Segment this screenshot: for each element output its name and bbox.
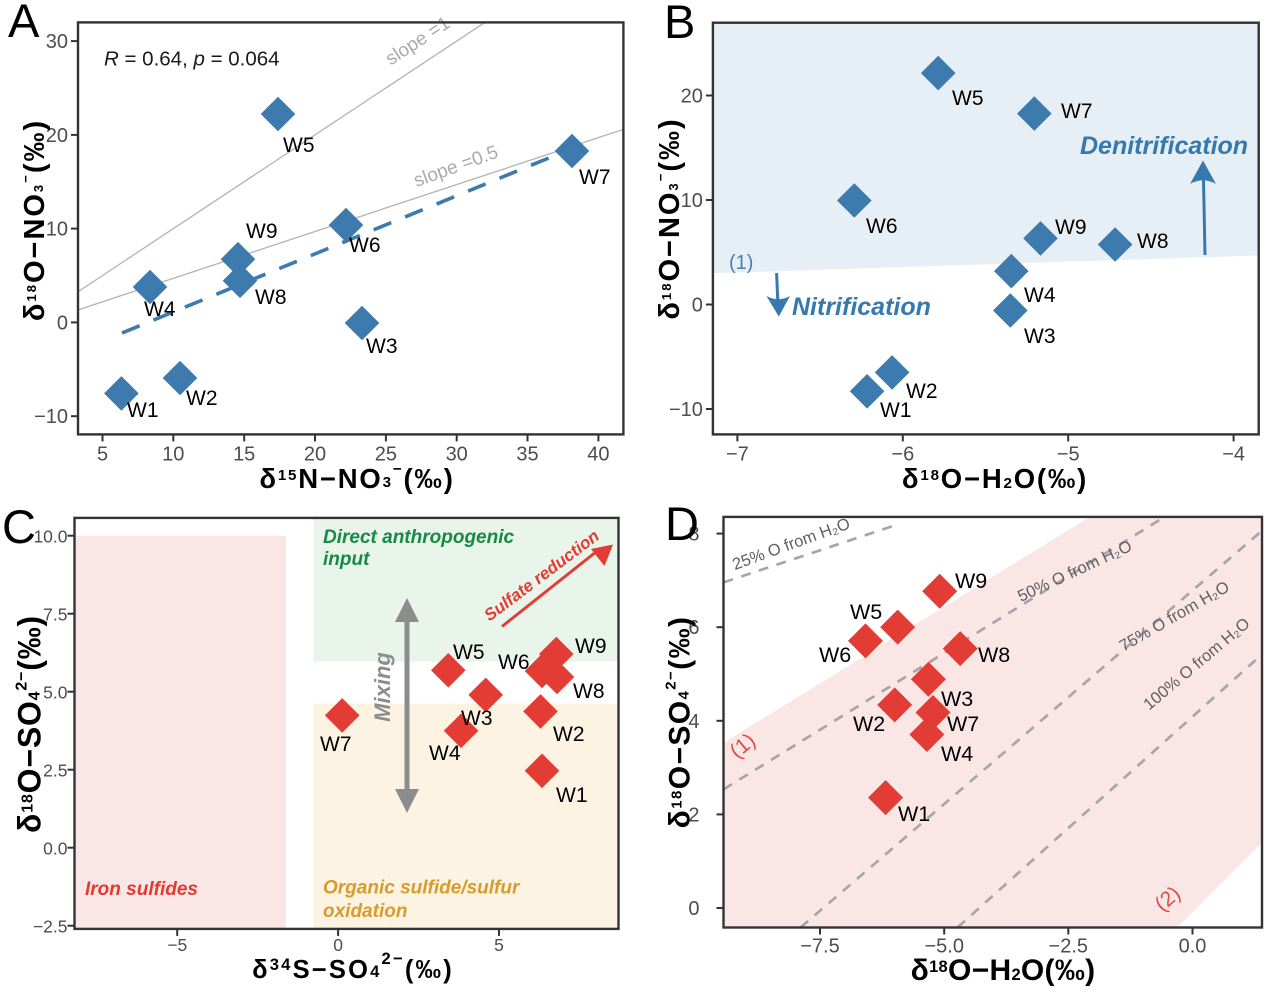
svg-text:D: D bbox=[665, 497, 699, 550]
svg-text:W3: W3 bbox=[461, 707, 493, 730]
svg-text:−7.5: −7.5 bbox=[800, 936, 839, 958]
svg-text:30: 30 bbox=[446, 443, 468, 465]
svg-text:40: 40 bbox=[587, 443, 609, 465]
svg-text:Nitrification: Nitrification bbox=[792, 293, 931, 321]
svg-text:Denitrification: Denitrification bbox=[1080, 132, 1248, 160]
svg-text:0.0: 0.0 bbox=[43, 839, 68, 859]
svg-text:W7: W7 bbox=[579, 166, 611, 189]
svg-text:input: input bbox=[323, 549, 370, 570]
svg-text:W4: W4 bbox=[941, 742, 973, 766]
svg-text:W8: W8 bbox=[255, 286, 287, 309]
svg-text:W3: W3 bbox=[1024, 325, 1056, 348]
svg-text:A: A bbox=[8, 0, 40, 47]
svg-text:7.5: 7.5 bbox=[43, 605, 67, 625]
svg-text:(1): (1) bbox=[729, 252, 753, 274]
svg-text:−5: −5 bbox=[167, 935, 187, 955]
svg-text:W9: W9 bbox=[955, 569, 987, 593]
svg-text:W9: W9 bbox=[246, 220, 278, 243]
svg-text:W1: W1 bbox=[127, 399, 159, 422]
svg-text:oxidation: oxidation bbox=[323, 901, 407, 922]
svg-text:20: 20 bbox=[46, 125, 68, 147]
svg-text:W7: W7 bbox=[320, 733, 352, 756]
svg-text:5: 5 bbox=[97, 443, 108, 465]
svg-text:10: 10 bbox=[681, 190, 703, 212]
svg-text:W9: W9 bbox=[1055, 216, 1087, 239]
svg-text:W6: W6 bbox=[866, 215, 898, 238]
svg-text:−2.5: −2.5 bbox=[33, 917, 68, 937]
svg-text:W4: W4 bbox=[144, 298, 176, 321]
svg-text:W1: W1 bbox=[556, 784, 588, 807]
svg-text:10: 10 bbox=[162, 443, 184, 465]
svg-text:4: 4 bbox=[688, 711, 699, 733]
svg-text:−2.5: −2.5 bbox=[1049, 936, 1088, 958]
svg-text:−7: −7 bbox=[726, 443, 749, 465]
svg-text:B: B bbox=[664, 0, 695, 48]
svg-text:0.0: 0.0 bbox=[1179, 936, 1207, 958]
svg-text:C: C bbox=[2, 500, 36, 553]
svg-text:2: 2 bbox=[688, 804, 699, 826]
svg-text:10: 10 bbox=[46, 219, 68, 241]
svg-text:W8: W8 bbox=[1137, 230, 1169, 253]
svg-text:W6: W6 bbox=[498, 651, 530, 674]
svg-text:W7: W7 bbox=[947, 712, 979, 736]
svg-text:−10: −10 bbox=[669, 399, 703, 421]
svg-text:R = 0.64, p = 0.064: R = 0.64, p = 0.064 bbox=[104, 48, 280, 71]
svg-text:−6: −6 bbox=[891, 443, 914, 465]
svg-text:Direct anthropogenic: Direct anthropogenic bbox=[323, 527, 515, 548]
svg-text:20: 20 bbox=[681, 86, 703, 108]
svg-text:10.0: 10.0 bbox=[33, 527, 67, 547]
svg-text:W5: W5 bbox=[850, 600, 882, 624]
svg-text:0: 0 bbox=[692, 295, 703, 317]
svg-text:Mixing: Mixing bbox=[370, 652, 395, 722]
svg-text:25: 25 bbox=[375, 443, 397, 465]
svg-text:W8: W8 bbox=[978, 643, 1010, 667]
svg-text:W2: W2 bbox=[906, 380, 938, 403]
svg-text:Organic sulfide/sulfur: Organic sulfide/sulfur bbox=[323, 878, 521, 899]
svg-text:W7: W7 bbox=[1061, 100, 1093, 123]
svg-text:W4: W4 bbox=[429, 742, 461, 765]
svg-text:W1: W1 bbox=[880, 399, 912, 422]
svg-text:8: 8 bbox=[688, 524, 699, 546]
svg-text:0: 0 bbox=[688, 898, 699, 920]
svg-text:W2: W2 bbox=[853, 712, 885, 736]
svg-text:W8: W8 bbox=[573, 680, 605, 703]
svg-text:W2: W2 bbox=[186, 387, 218, 410]
svg-text:0: 0 bbox=[333, 935, 343, 955]
svg-text:W3: W3 bbox=[366, 335, 398, 358]
svg-text:W5: W5 bbox=[952, 87, 984, 110]
svg-text:5: 5 bbox=[494, 935, 504, 955]
svg-text:W5: W5 bbox=[453, 641, 485, 664]
svg-text:0: 0 bbox=[57, 312, 68, 334]
svg-text:6: 6 bbox=[688, 617, 699, 639]
svg-text:−10: −10 bbox=[34, 406, 68, 428]
svg-text:−5: −5 bbox=[1057, 443, 1080, 465]
svg-text:W9: W9 bbox=[575, 635, 607, 658]
svg-text:δ18O−H2O(‰): δ18O−H2O(‰) bbox=[902, 463, 1088, 494]
svg-text:W1: W1 bbox=[898, 802, 930, 826]
svg-text:5.0: 5.0 bbox=[43, 683, 68, 703]
svg-text:W6: W6 bbox=[819, 643, 851, 667]
svg-text:30: 30 bbox=[46, 31, 68, 53]
svg-text:W6: W6 bbox=[349, 234, 381, 257]
svg-text:W2: W2 bbox=[553, 723, 585, 746]
svg-text:15: 15 bbox=[233, 443, 255, 465]
svg-text:W4: W4 bbox=[1024, 284, 1056, 307]
svg-text:35: 35 bbox=[516, 443, 538, 465]
svg-text:δ15N−NO3−(‰): δ15N−NO3−(‰) bbox=[259, 461, 454, 494]
svg-text:20: 20 bbox=[304, 443, 326, 465]
svg-text:−5.0: −5.0 bbox=[924, 936, 963, 958]
svg-text:−4: −4 bbox=[1222, 443, 1245, 465]
svg-text:W5: W5 bbox=[283, 134, 315, 157]
svg-text:W3: W3 bbox=[941, 687, 973, 711]
svg-text:2.5: 2.5 bbox=[43, 761, 67, 781]
svg-text:Iron sulfides: Iron sulfides bbox=[85, 879, 198, 900]
svg-text:δ18O−NO3−(‰): δ18O−NO3−(‰) bbox=[18, 119, 51, 321]
